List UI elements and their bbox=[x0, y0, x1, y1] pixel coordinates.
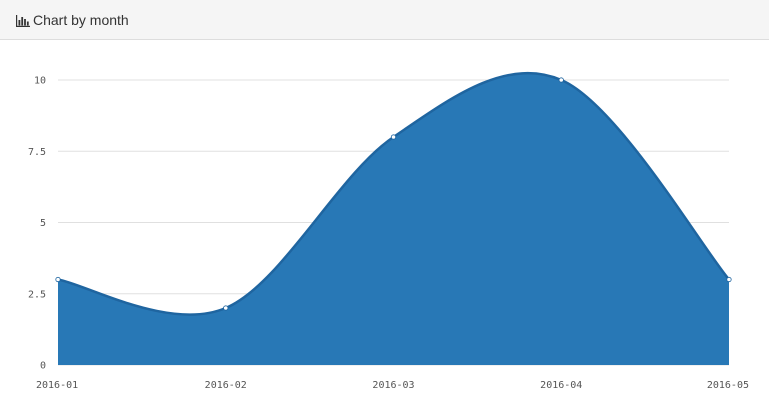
x-tick-label: 2016-02 bbox=[205, 380, 247, 391]
y-tick-label: 0 bbox=[40, 361, 46, 372]
x-tick-label: 2016-03 bbox=[372, 380, 414, 391]
series-area bbox=[57, 71, 730, 365]
y-tick-label: 10 bbox=[34, 76, 46, 87]
x-axis-ticks: 2016-01 2016-02 2016-03 2016-04 2016-05 bbox=[36, 380, 749, 391]
area-chart: 02.557.510 2016-01 2016-02 2016-03 2016-04 2… bbox=[28, 71, 749, 391]
y-tick-label: 2.5 bbox=[28, 289, 46, 300]
bar-chart-icon bbox=[16, 14, 30, 27]
data-point[interactable] bbox=[558, 77, 564, 83]
y-tick-label: 7.5 bbox=[28, 147, 46, 158]
data-points bbox=[55, 77, 732, 311]
x-tick-label: 2016-04 bbox=[540, 380, 582, 391]
y-axis-ticks: 0 2.5 5 7.5 10 bbox=[28, 76, 46, 372]
x-tick-label: 2016-05 bbox=[707, 380, 749, 391]
panel-title: Chart by month bbox=[33, 11, 129, 28]
data-point[interactable] bbox=[55, 276, 61, 283]
panel-heading: Chart by month bbox=[0, 0, 769, 40]
data-point[interactable] bbox=[726, 276, 732, 283]
data-point[interactable] bbox=[223, 305, 229, 311]
area-fill bbox=[58, 73, 729, 365]
y-tick-label: 5 bbox=[40, 218, 46, 229]
data-point[interactable] bbox=[390, 134, 397, 140]
x-tick-label: 2016-01 bbox=[36, 380, 78, 391]
